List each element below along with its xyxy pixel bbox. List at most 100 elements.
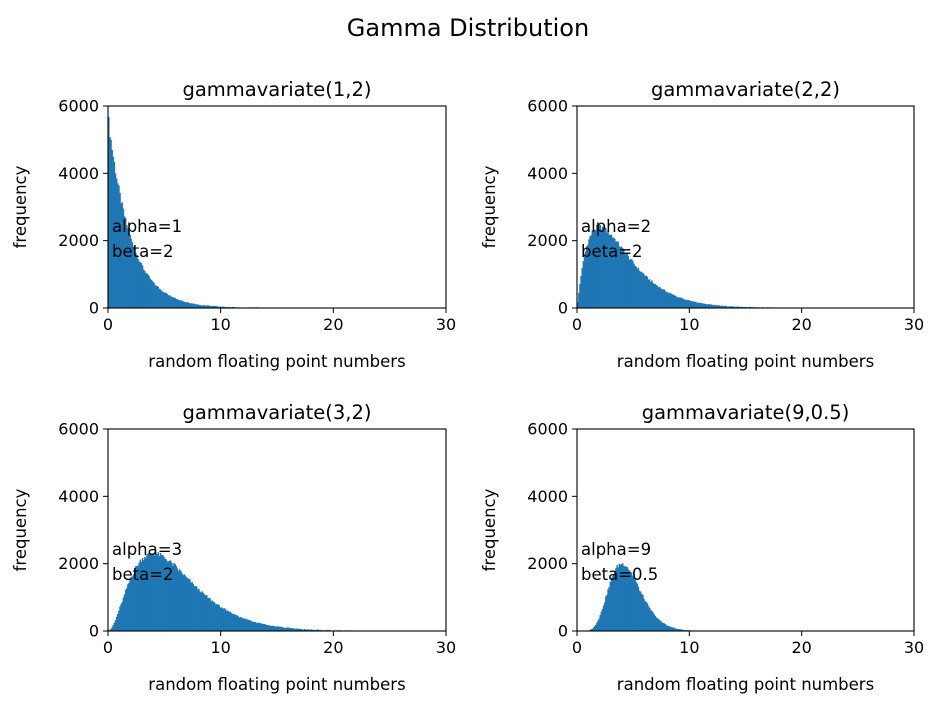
histogram-bar — [149, 554, 152, 631]
x-tick-label: 20 — [323, 315, 343, 334]
histogram-bar — [627, 569, 630, 631]
y-tick-label: 6000 — [527, 97, 568, 116]
histogram-bar — [673, 295, 676, 308]
histogram-bar — [158, 288, 161, 308]
histogram-bar — [288, 627, 290, 631]
histogram-bar — [694, 301, 697, 308]
histogram-bar — [664, 624, 667, 631]
histogram-bar — [131, 576, 134, 631]
histogram-bar — [298, 628, 300, 631]
histogram-bar — [137, 259, 139, 308]
x-tick-label: 30 — [904, 315, 924, 334]
histogram-bar — [725, 305, 727, 308]
x-tick-label: 20 — [323, 638, 343, 657]
histogram-bar — [228, 612, 231, 631]
histogram-bar — [688, 300, 690, 308]
histogram-bar — [719, 305, 722, 308]
histogram-bar — [661, 289, 663, 308]
histogram-bar — [655, 617, 658, 631]
histogram-bar — [140, 263, 143, 308]
histogram-bar — [680, 297, 682, 308]
histogram-bar — [111, 149, 113, 308]
histogram-bar — [222, 306, 225, 308]
histogram-bar — [219, 306, 222, 308]
histogram-bar — [681, 298, 683, 308]
histogram-bar — [280, 626, 282, 631]
histogram-bar — [326, 629, 329, 631]
x-tick-label: 10 — [210, 638, 230, 657]
histogram-bar — [175, 566, 178, 631]
histogram-bar — [629, 571, 632, 631]
histogram-bar — [679, 629, 681, 631]
histogram-bar — [634, 579, 636, 631]
histogram-bar — [593, 229, 596, 308]
histogram-bar — [741, 306, 743, 308]
histogram-bar — [305, 629, 307, 631]
histogram-bar — [137, 565, 139, 631]
histogram-bar — [182, 301, 184, 308]
histogram-bars — [108, 116, 266, 308]
histogram-bar — [674, 295, 677, 308]
histogram-bar — [265, 624, 268, 631]
histogram-bar — [626, 566, 628, 631]
histogram-bar — [109, 137, 111, 308]
histogram-bar — [676, 629, 679, 631]
histogram-bar — [654, 615, 657, 631]
histogram-bar — [615, 241, 617, 308]
histogram-bar — [744, 306, 746, 308]
histogram-bar — [204, 305, 207, 308]
histogram-bar — [233, 613, 235, 631]
histogram-bar — [208, 305, 210, 308]
histogram-bar — [110, 628, 112, 631]
histogram-bar — [605, 228, 607, 308]
histogram-bar — [718, 305, 721, 308]
x-tick-label: 10 — [210, 315, 230, 334]
histogram-bar — [638, 270, 641, 308]
histogram-bar — [301, 629, 304, 631]
histogram-bar — [115, 178, 118, 308]
histogram-bar — [657, 619, 660, 631]
histogram-bar — [210, 306, 213, 308]
histogram-bar — [165, 292, 167, 308]
histogram-bar — [119, 606, 121, 631]
annotation-line: alpha=9 — [581, 540, 651, 559]
histogram-bar — [142, 560, 145, 631]
histogram-bar — [641, 271, 643, 308]
histogram-bar — [728, 306, 731, 308]
histogram-bar — [583, 256, 586, 308]
histogram-bar — [680, 629, 682, 631]
histogram-bar — [621, 563, 624, 631]
histogram-bar — [647, 279, 650, 308]
histogram-bar — [617, 567, 619, 631]
y-tick-label: 6000 — [527, 420, 568, 439]
histogram-bar — [675, 296, 678, 308]
histogram-bar — [708, 304, 710, 308]
histogram-bar — [148, 552, 151, 631]
histogram-bar — [213, 305, 216, 308]
histogram-bar — [286, 627, 288, 631]
y-tick-label: 0 — [89, 299, 99, 318]
histogram-bar — [591, 629, 594, 631]
histogram-bar — [620, 564, 623, 631]
histogram-bar — [645, 275, 648, 308]
histogram-bar — [240, 617, 243, 631]
histogram-bar — [577, 302, 579, 308]
histogram-bar — [644, 601, 646, 631]
histogram-bar — [644, 276, 646, 308]
histogram-bar — [673, 627, 676, 631]
y-tick-label: 4000 — [58, 487, 99, 506]
histogram-bar — [207, 305, 209, 308]
x-tick-label: 0 — [103, 638, 113, 657]
histogram-bar — [253, 622, 255, 631]
histogram-bar — [155, 553, 157, 631]
histogram-bar — [651, 280, 653, 308]
histogram-bar — [221, 608, 224, 631]
histogram-bar — [287, 627, 289, 631]
histogram-bar — [625, 566, 627, 631]
histogram-bar — [664, 291, 667, 308]
histogram-bar — [627, 255, 630, 308]
annotation-line: alpha=3 — [112, 540, 182, 559]
histogram-bar — [681, 629, 683, 631]
histogram-bar — [735, 306, 737, 308]
x-axis-label: random floating point numbers — [617, 675, 874, 694]
